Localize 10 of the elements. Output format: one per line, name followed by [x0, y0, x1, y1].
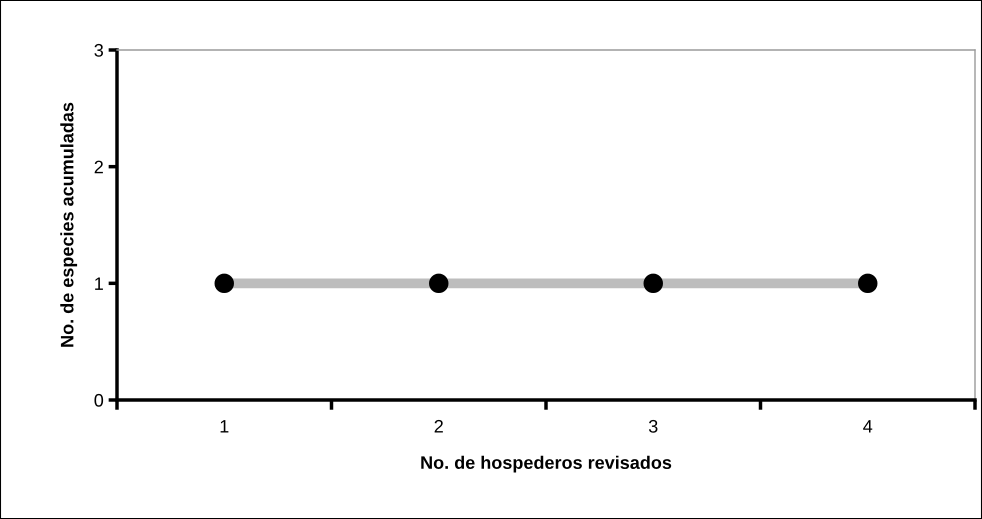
y-tick-label: 1: [95, 277, 103, 290]
y-axis-title: No. de especies acumuladas: [60, 102, 78, 347]
x-tick-label: 2: [434, 420, 443, 433]
y-tick-label: 2: [94, 160, 103, 174]
x-tick-label: 4: [863, 420, 872, 433]
y-tick-label: 0: [94, 394, 104, 407]
x-tick-label: 3: [648, 420, 658, 433]
x-tick-label: 1: [220, 420, 228, 433]
x-axis-title: No. de hospederos revisados: [421, 456, 672, 473]
y-tick-label: 3: [94, 44, 104, 57]
